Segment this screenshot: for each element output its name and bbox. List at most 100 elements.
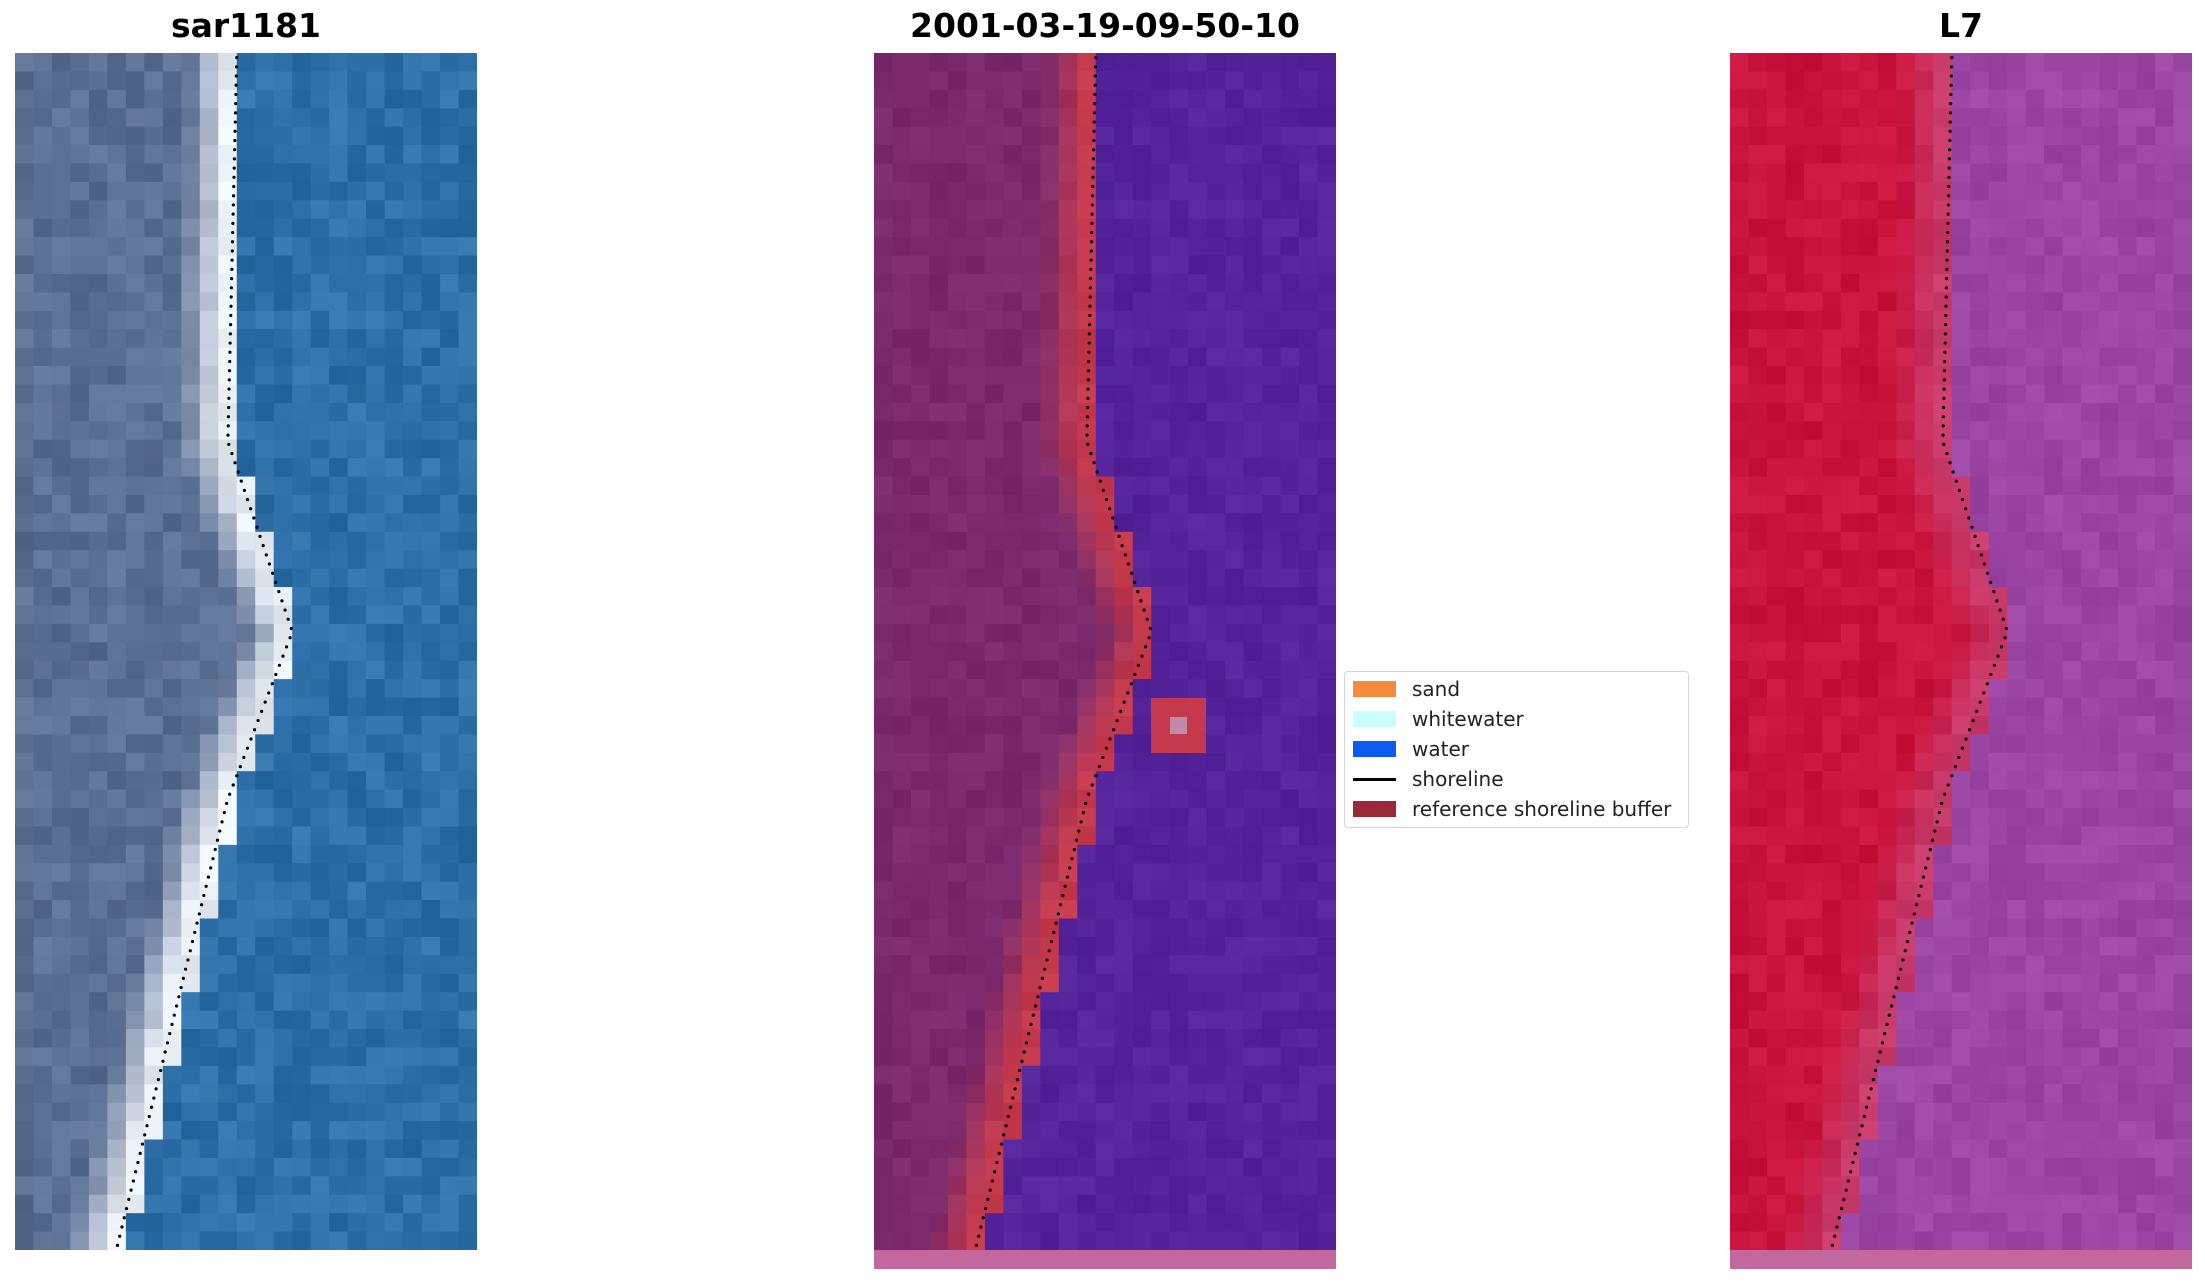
image-pixel <box>1317 734 1336 754</box>
image-pixel <box>384 145 404 165</box>
image-pixel <box>2062 936 2082 956</box>
shoreline-point <box>174 1004 179 1008</box>
image-pixel <box>15 53 35 73</box>
image-pixel <box>1188 1010 1208 1030</box>
image-pixel <box>1058 163 1078 183</box>
image-pixel <box>1859 255 1879 275</box>
image-pixel <box>1988 273 2008 293</box>
image-pixel <box>144 918 164 938</box>
image-pixel <box>2007 623 2027 643</box>
image-pixel <box>929 237 949 257</box>
image-pixel <box>2062 1029 2082 1049</box>
image-pixel <box>273 108 293 128</box>
shoreline-point <box>231 212 235 216</box>
image-pixel <box>2044 734 2064 754</box>
image-pixel <box>199 697 219 717</box>
image-pixel <box>1317 513 1336 533</box>
image-pixel <box>347 181 367 201</box>
image-pixel <box>2136 1102 2156 1122</box>
image-pixel <box>1785 1102 1805 1122</box>
image-pixel <box>1262 715 1282 735</box>
image-pixel <box>1766 310 1787 330</box>
image-pixel <box>1748 439 1768 459</box>
image-pixel <box>162 218 182 238</box>
shoreline-point <box>283 608 287 612</box>
image-pixel <box>1877 458 1897 478</box>
image-pixel <box>1040 1231 1060 1251</box>
image-pixel <box>347 513 367 533</box>
image-pixel <box>2136 587 2156 607</box>
image-pixel <box>929 513 949 533</box>
image-pixel <box>1132 734 1152 754</box>
image-pixel <box>1748 715 1768 735</box>
image-pixel <box>1317 1029 1336 1049</box>
image-pixel <box>1151 531 1171 551</box>
image-pixel <box>33 53 53 73</box>
image-pixel <box>15 181 35 201</box>
image-pixel <box>162 347 182 367</box>
image-pixel <box>2136 126 2156 146</box>
image-pixel <box>892 53 912 73</box>
image-pixel <box>1280 881 1300 901</box>
image-pixel <box>1317 1213 1336 1233</box>
image-pixel <box>125 366 145 386</box>
image-pixel <box>1803 347 1823 367</box>
image-pixel <box>910 255 931 275</box>
shoreline-point <box>220 820 224 824</box>
image-pixel <box>2081 1065 2101 1085</box>
image-pixel <box>1206 936 1226 956</box>
image-pixel <box>107 347 127 367</box>
image-pixel <box>910 623 931 643</box>
image-pixel <box>181 329 201 349</box>
image-pixel <box>1280 973 1300 993</box>
image-pixel <box>366 900 386 920</box>
image-pixel <box>2136 402 2156 422</box>
image-pixel <box>1058 771 1078 791</box>
image-pixel <box>273 863 293 883</box>
rgb-image-panel <box>15 53 477 1250</box>
image-pixel <box>2044 402 2064 422</box>
image-pixel <box>218 918 238 938</box>
image-pixel <box>984 1213 1004 1233</box>
image-pixel <box>2025 1029 2045 1049</box>
image-pixel <box>2155 126 2175 146</box>
image-pixel <box>1243 439 1263 459</box>
image-pixel <box>2007 421 2027 441</box>
image-pixel <box>33 421 53 441</box>
image-pixel <box>1077 605 1097 625</box>
image-pixel <box>1988 531 2008 551</box>
image-pixel <box>33 476 53 496</box>
image-pixel <box>1003 715 1023 735</box>
image-pixel <box>292 642 312 662</box>
image-pixel <box>458 1139 477 1159</box>
image-pixel <box>255 734 275 754</box>
image-pixel <box>329 402 349 422</box>
image-pixel <box>199 844 219 864</box>
image-pixel <box>1914 550 1934 570</box>
image-pixel <box>107 439 127 459</box>
image-pixel <box>1077 697 1097 717</box>
image-pixel <box>292 1231 312 1250</box>
shoreline-point <box>229 286 234 290</box>
image-pixel <box>1748 900 1768 920</box>
image-pixel <box>1040 1213 1060 1233</box>
image-pixel <box>144 1213 164 1233</box>
image-pixel <box>910 734 931 754</box>
image-pixel <box>1933 936 1953 956</box>
image-pixel <box>273 384 293 404</box>
image-pixel <box>310 292 330 312</box>
image-pixel <box>1021 108 1041 128</box>
shoreline-point <box>277 590 281 594</box>
image-pixel <box>1730 347 1750 367</box>
image-pixel <box>874 145 894 165</box>
image-pixel <box>1822 476 1842 496</box>
image-pixel <box>366 568 386 588</box>
image-pixel <box>1280 1047 1300 1067</box>
image-pixel <box>1859 771 1879 791</box>
image-pixel <box>181 476 201 496</box>
image-pixel <box>1988 936 2008 956</box>
image-pixel <box>2136 421 2156 441</box>
image-pixel <box>218 421 238 441</box>
image-pixel <box>1859 1065 1879 1085</box>
image-pixel <box>1077 513 1097 533</box>
